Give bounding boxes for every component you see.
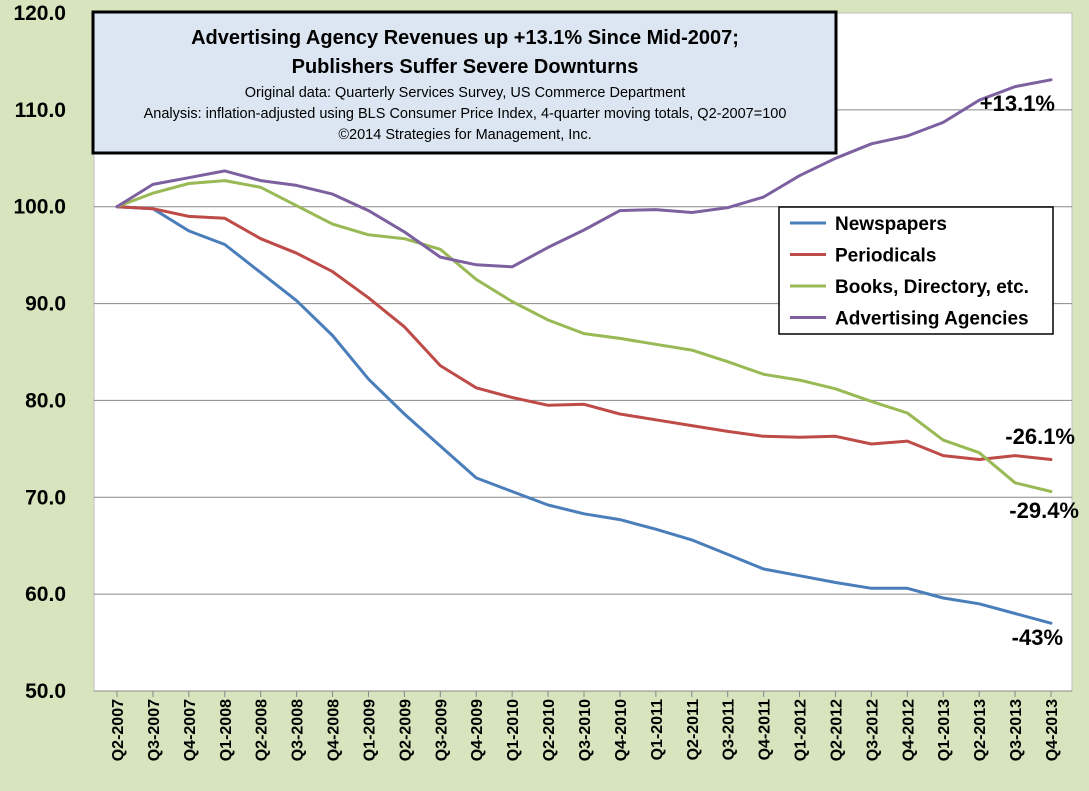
y-tick-label: 60.0 <box>25 583 66 606</box>
y-tick-label: 50.0 <box>25 680 66 703</box>
x-tick-label: Q2-2007 <box>110 699 127 761</box>
subtitle-line-2: Analysis: inflation-adjusted using BLS C… <box>144 106 787 122</box>
x-tick-label: Q1-2008 <box>218 699 235 761</box>
end-label: -43% <box>1012 625 1063 650</box>
end-label: -26.1% <box>1005 424 1075 449</box>
end-label: +13.1% <box>980 91 1055 116</box>
x-tick-label: Q1-2011 <box>649 699 666 760</box>
legend: Newspapers Periodicals Books, Directory, e… <box>778 206 1054 335</box>
legend-label: Newspapers <box>835 214 947 235</box>
series-line-newspapers <box>115 205 1053 625</box>
series-line-advertising-agencies <box>115 78 1053 269</box>
subtitle-line-1: Original data: Quarterly Services Survey… <box>245 85 686 101</box>
y-axis: 50.0 60.0 70.0 80.0 90.0 100.0 110.0 120.0 <box>13 2 66 703</box>
x-tick-label: Q3-2012 <box>864 699 881 761</box>
legend-frame <box>778 206 1054 335</box>
x-tick-label: Q4-2011 <box>757 699 774 760</box>
title-box: Advertising Agency Revenues up +13.1% Si… <box>91 10 838 155</box>
x-axis: Q2-2007 Q3-2007 Q4-2007 Q1-2008 Q2-2008 Q3-20… <box>94 690 1072 761</box>
x-tick-label: Q3-2011 <box>721 699 738 760</box>
x-tick-label: Q4-2012 <box>900 699 917 761</box>
subtitle-line-3: ©2014 Strategies for Management, Inc. <box>338 127 591 143</box>
end-labels: -43% -26.1% -29.4% +13.1% <box>980 91 1079 650</box>
series-lines <box>115 78 1053 625</box>
end-label: -29.4% <box>1009 498 1079 523</box>
x-tick-label: Q2-2010 <box>541 699 558 761</box>
y-tick-label: 110.0 <box>15 99 66 122</box>
y-tick-label: 100.0 <box>13 196 66 219</box>
x-tick-label: Q2-2009 <box>397 699 414 761</box>
legend-label: Books, Directory, etc. <box>835 277 1029 298</box>
x-tick-label: Q1-2010 <box>505 699 522 761</box>
x-tick-label: Q3-2009 <box>433 699 450 761</box>
x-tick-label: Q1-2009 <box>361 699 378 761</box>
x-tick-label: Q2-2013 <box>972 699 989 761</box>
x-tick-label: Q2-2008 <box>254 699 271 761</box>
x-tick-label: Q4-2007 <box>182 699 199 761</box>
x-tick-label: Q4-2008 <box>326 699 343 761</box>
x-tick-label: Q3-2008 <box>290 699 307 761</box>
series-line-periodicals <box>115 205 1053 461</box>
x-tick-label: Q1-2012 <box>793 699 810 761</box>
series-line-books-directory-etc <box>115 179 1053 493</box>
legend-label: Advertising Agencies <box>835 309 1029 330</box>
chart-title-line-1: Advertising Agency Revenues up +13.1% Si… <box>191 27 739 49</box>
y-tick-label: 70.0 <box>25 486 66 509</box>
title-box-frame <box>91 10 838 155</box>
x-tick-label: Q2-2011 <box>685 699 702 760</box>
y-tick-label: 120.0 <box>13 2 66 25</box>
x-tick-label: Q1-2013 <box>936 699 953 761</box>
x-tick-label: Q3-2010 <box>577 699 594 761</box>
y-tick-label: 80.0 <box>25 389 66 412</box>
chart-title-line-2: Publishers Suffer Severe Downturns <box>292 56 639 78</box>
x-tick-label: Q2-2012 <box>828 699 845 761</box>
x-tick-label: Q3-2007 <box>146 699 163 761</box>
x-tick-label: Q4-2010 <box>613 699 630 761</box>
x-tick-label: Q4-2013 <box>1044 699 1061 761</box>
y-tick-label: 90.0 <box>25 293 66 316</box>
legend-label: Periodicals <box>835 246 936 267</box>
x-tick-label: Q3-2013 <box>1008 699 1025 761</box>
x-tick-label: Q4-2009 <box>469 699 486 761</box>
